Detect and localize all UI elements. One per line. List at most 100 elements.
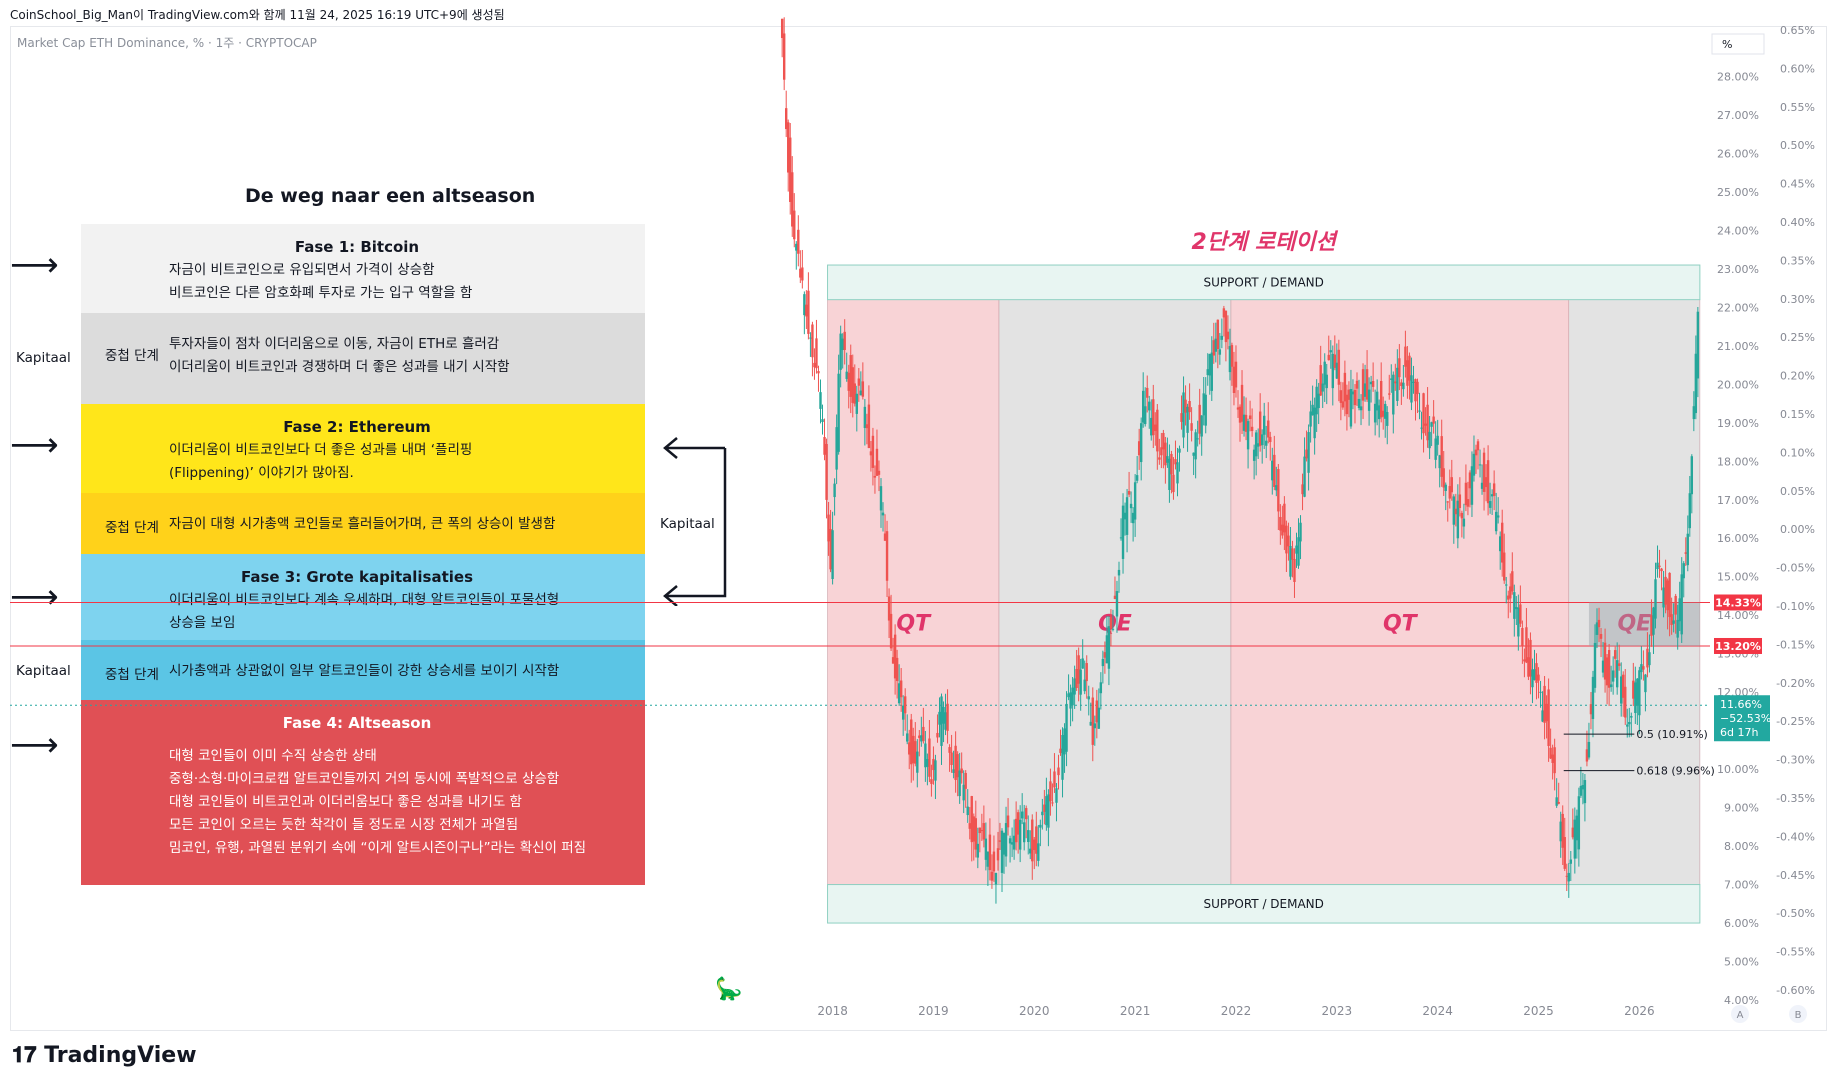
candle-body [1137,441,1141,456]
candle-body [1065,703,1068,752]
candle-body [972,816,975,842]
candle-body [1402,382,1405,390]
candle-body [1480,482,1484,489]
candle-body [1067,693,1070,698]
candle-body [1664,576,1667,605]
symbol-line[interactable]: Market Cap ETH Dominance, % · 1주 · CRYPT… [17,36,317,50]
candle-body [1392,374,1395,415]
chart-frame [10,26,1827,1031]
candle-body [1454,508,1458,515]
candle-body [1281,524,1284,536]
candle-body [1263,415,1266,435]
candle-body [1303,456,1306,497]
candle-body [1325,374,1328,389]
candle-body [811,324,814,358]
candle-body [1331,353,1334,389]
candle-body [1630,715,1633,718]
kapitaal-label: Kapitaal [16,663,71,679]
candle-body [1210,352,1213,391]
candle-body [1466,499,1470,507]
candle-body [895,657,899,682]
candle-body [1041,811,1044,816]
candle-body [1682,563,1685,579]
candle-body [1289,545,1292,577]
candle-body [1039,824,1042,828]
candle-body [825,443,828,500]
candle-body [1648,652,1651,666]
candle-body [1319,365,1322,396]
candle-body [1535,663,1538,683]
phase-description-line: 이더리움이 비트코인과 경쟁하며 더 좋은 성과를 내기 시작함 [169,359,510,375]
candle-body [1626,724,1629,727]
y-tick-label: 10.00% [1717,763,1759,776]
current-price-text: 6d 17h [1720,726,1758,739]
candle-body [1488,501,1492,508]
candle-body [1666,580,1669,611]
candle-body [1390,378,1393,380]
phase-description-line: 비트코인은 다른 암호화폐 투자로 가는 입구 역할을 함 [169,285,473,301]
candle-body [1569,859,1572,864]
candle-body [1557,801,1560,804]
candle-body [1674,595,1677,615]
x-tick-label: 2021 [1120,1004,1151,1018]
candle-body [1091,697,1094,745]
candle-body [1646,648,1649,668]
candle-body [1299,522,1302,542]
candle-body [1212,340,1215,356]
unit-selector [1711,33,1765,55]
candle-body [1517,607,1520,637]
candle-body [835,427,838,470]
candle-body [1329,350,1332,353]
candle-body [1277,469,1280,512]
x-tick-label: 2025 [1523,1004,1554,1018]
secondary-y-tick-label: 0.10% [1780,446,1815,459]
candle-body [1486,460,1490,504]
candle-body [1523,659,1526,662]
secondary-y-tick-label: 0.55% [1780,101,1815,114]
candle-body [893,634,897,679]
candle-body [1652,607,1655,635]
candle-body [1656,562,1659,570]
candle-body [982,823,986,840]
y-tick-label: 16.00% [1717,532,1759,545]
candle-body [1258,411,1262,446]
candle-body [1386,412,1389,426]
candle-body [1343,372,1347,402]
candle-body [891,657,895,664]
candle-body [1509,586,1512,599]
candle-body [1446,501,1449,503]
candle-body [1587,741,1591,758]
candle-body [1240,384,1244,422]
candle-body [1339,390,1343,403]
candle-body [1456,500,1460,539]
candle-body [889,613,893,649]
candle-body [1248,415,1252,420]
candle-body [1309,411,1312,427]
candle-body [1551,754,1554,763]
candle-body [1450,477,1453,493]
candle-body [1023,822,1026,843]
dino-watermark-icon: 🦕 [715,976,742,1002]
support-demand-label: SUPPORT / DEMAND [1204,275,1324,289]
tradingview-logo[interactable]: 𝟏𝟕 TradingView [12,1043,197,1068]
candle-body [1071,687,1074,706]
regime-zone [1568,299,1701,885]
phase-box: Fase 4: Altseason 대형 코인들이 이미 수직 상승한 상태 중형·… [81,700,645,885]
candle-body [1166,456,1169,463]
candle-body [837,373,840,452]
arrow-right-icon: ⟶ [10,725,59,765]
candle-body [785,108,788,130]
phase-description-line: 투자자들이 점차 이더리움으로 이동, 자금이 ETH로 흘러감 [169,336,500,352]
secondary-y-tick-label: 0.40% [1780,216,1815,229]
current-price-tag [1714,695,1770,742]
candle-body [1622,674,1625,698]
candle-body [1232,366,1236,393]
candle-body [1547,689,1550,747]
phase-box: Fase 1: Bitcoin 자금이 비트코인으로 유입되면서 가격이 상승함 비… [81,224,645,313]
regime-label: QE [1098,612,1132,637]
candle-body [1575,815,1579,841]
candle-body [1271,460,1274,481]
candle-body [946,703,949,731]
candle-body [1244,414,1248,432]
